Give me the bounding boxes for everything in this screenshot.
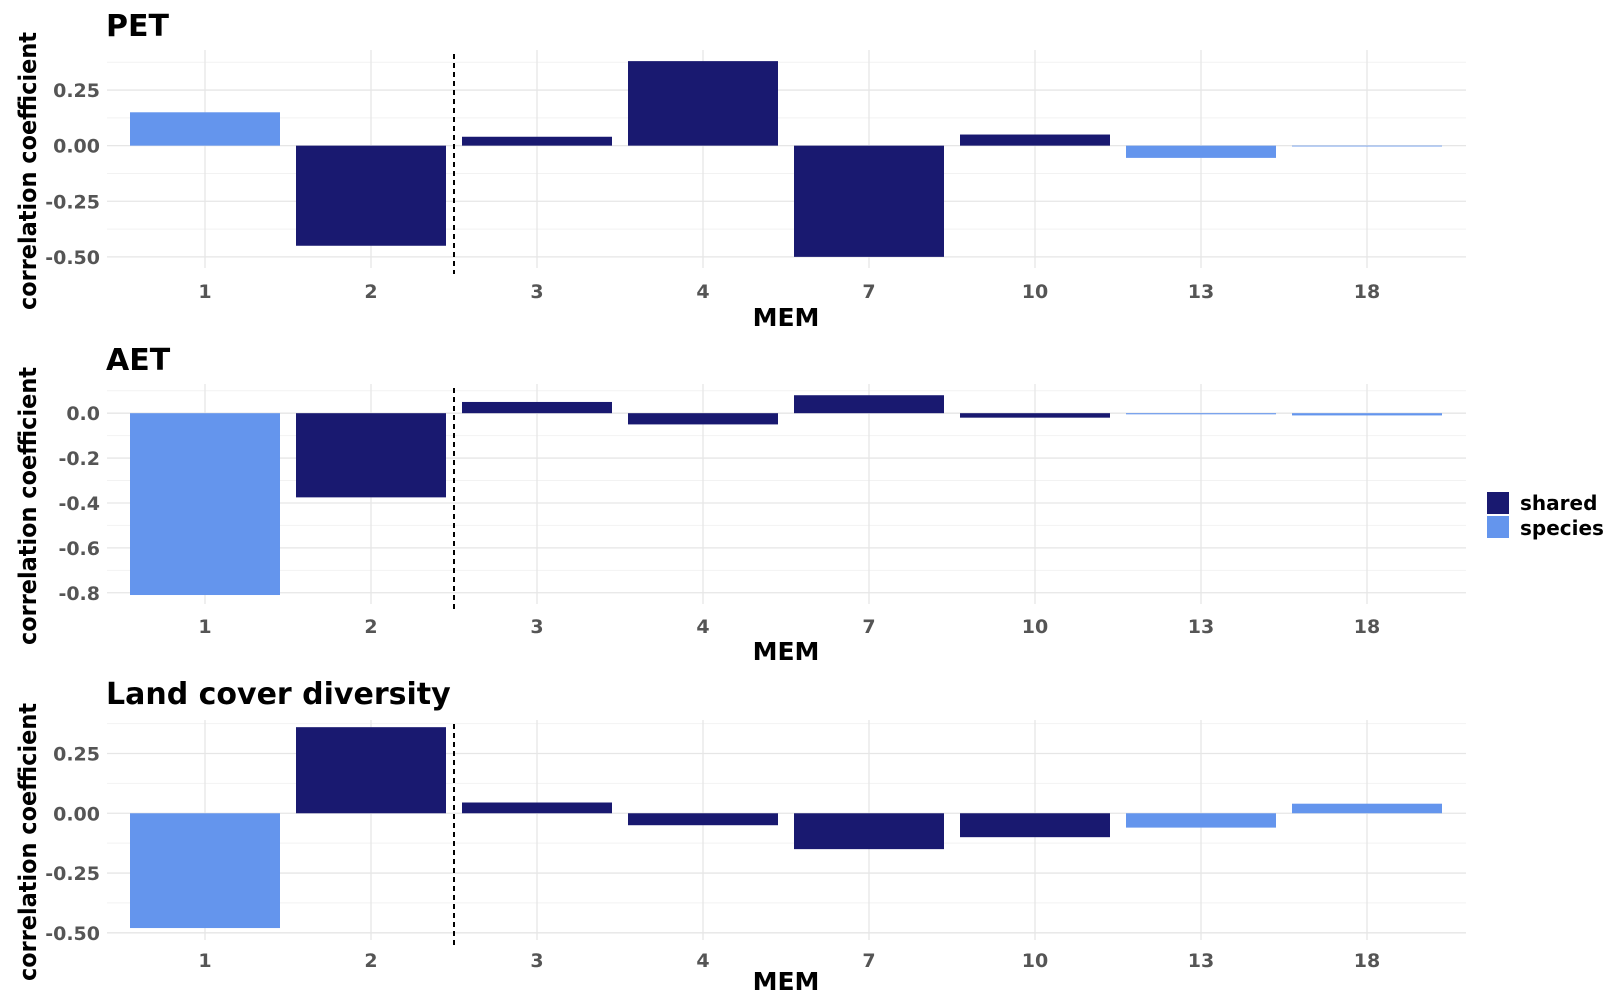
x-tick-label: 4 [696,616,709,638]
y-axis-label: correlation coefficient [14,367,42,645]
x-tick-label: 2 [364,281,377,303]
bar-mem-18 [1292,803,1442,814]
x-tick-label: 4 [696,281,709,303]
y-tick-label: -0.25 [45,191,100,213]
x-tick-label: 18 [1354,950,1380,972]
bar-mem-3 [462,401,612,414]
bar-mem-18 [1292,413,1442,416]
bar-mem-1 [130,813,280,929]
y-axis-label: correlation coefficient [14,703,42,981]
panel-title: AET [106,343,171,378]
bar-mem-7 [794,145,944,257]
bar-mem-4 [628,413,778,425]
bar-mem-10 [960,813,1110,838]
bar-mem-13 [1126,813,1276,828]
x-tick-label: 10 [1022,950,1048,972]
y-tick-label: -0.4 [58,493,100,515]
x-tick-label: 13 [1188,616,1214,638]
y-tick-label: -0.8 [58,583,100,605]
y-tick-label: 0.00 [53,136,100,158]
bar-mem-10 [960,134,1110,146]
x-tick-label: 4 [696,950,709,972]
y-tick-label: 0.25 [53,80,100,102]
legend-label-species: species [1520,516,1604,540]
bar-mem-4 [628,61,778,146]
y-tick-label: -0.50 [45,247,100,269]
x-axis-label: MEM [753,303,820,332]
panel-2: -0.8 -0.6 -0.4 -0.2 0.0 1 2 3 4 7 10 13 18 AET MEM corr… [14,343,1466,666]
bar-mem-2 [296,727,446,814]
x-tick-label: 3 [530,616,543,638]
x-tick-label: 10 [1022,281,1048,303]
x-tick-label: 1 [198,616,211,638]
legend-label-shared: shared [1520,491,1597,515]
legend-key-shared [1487,492,1509,514]
bar-mem-4 [628,813,778,826]
bar-mem-7 [794,813,944,850]
x-axis-label: MEM [753,967,820,992]
y-tick-label: 0.00 [53,803,100,825]
panel-title: Land cover diversity [106,677,451,712]
y-tick-label: -0.50 [45,923,100,945]
x-tick-label: 1 [198,281,211,303]
x-tick-label: 2 [364,950,377,972]
panel-title: PET [106,9,169,44]
bar-mem-18 [1292,145,1442,147]
y-tick-label: -0.2 [58,448,100,470]
x-tick-label: 2 [364,616,377,638]
x-tick-label: 13 [1188,950,1214,972]
y-tick-label: -0.25 [45,863,100,885]
x-tick-label: 18 [1354,616,1380,638]
legend-key-species [1487,516,1509,538]
bar-mem-2 [296,413,446,498]
x-tick-label: 13 [1188,281,1214,303]
bar-mem-7 [794,395,944,414]
panel-3: -0.50 -0.25 0.00 0.25 1 2 3 4 7 10 13 18 Land cover … [14,677,1466,996]
y-tick-label: 0.25 [53,743,100,765]
legend: shared species [1487,491,1604,540]
bar-mem-13 [1126,145,1276,158]
bar-mem-3 [462,136,612,146]
x-tick-label: 7 [862,950,875,972]
x-tick-label: 7 [862,281,875,303]
x-tick-label: 3 [530,281,543,303]
y-axis-label: correlation coefficient [14,32,42,310]
x-tick-label: 3 [530,950,543,972]
panel-1: -0.50 -0.25 0.00 0.25 1 2 3 4 7 10 13 18 PET MEM corre… [14,9,1466,332]
bar-mem-1 [130,413,280,596]
y-tick-label: 0.0 [66,403,100,425]
bar-mem-10 [960,413,1110,418]
bar-mem-3 [462,802,612,814]
x-tick-label: 7 [862,616,875,638]
y-tick-label: -0.6 [58,538,100,560]
bar-mem-2 [296,145,446,246]
x-tick-label: 10 [1022,616,1048,638]
x-tick-label: 1 [198,950,211,972]
bar-mem-1 [130,112,280,146]
x-axis-label: MEM [753,637,820,666]
bar-mem-13 [1126,413,1276,415]
x-tick-label: 18 [1354,281,1380,303]
